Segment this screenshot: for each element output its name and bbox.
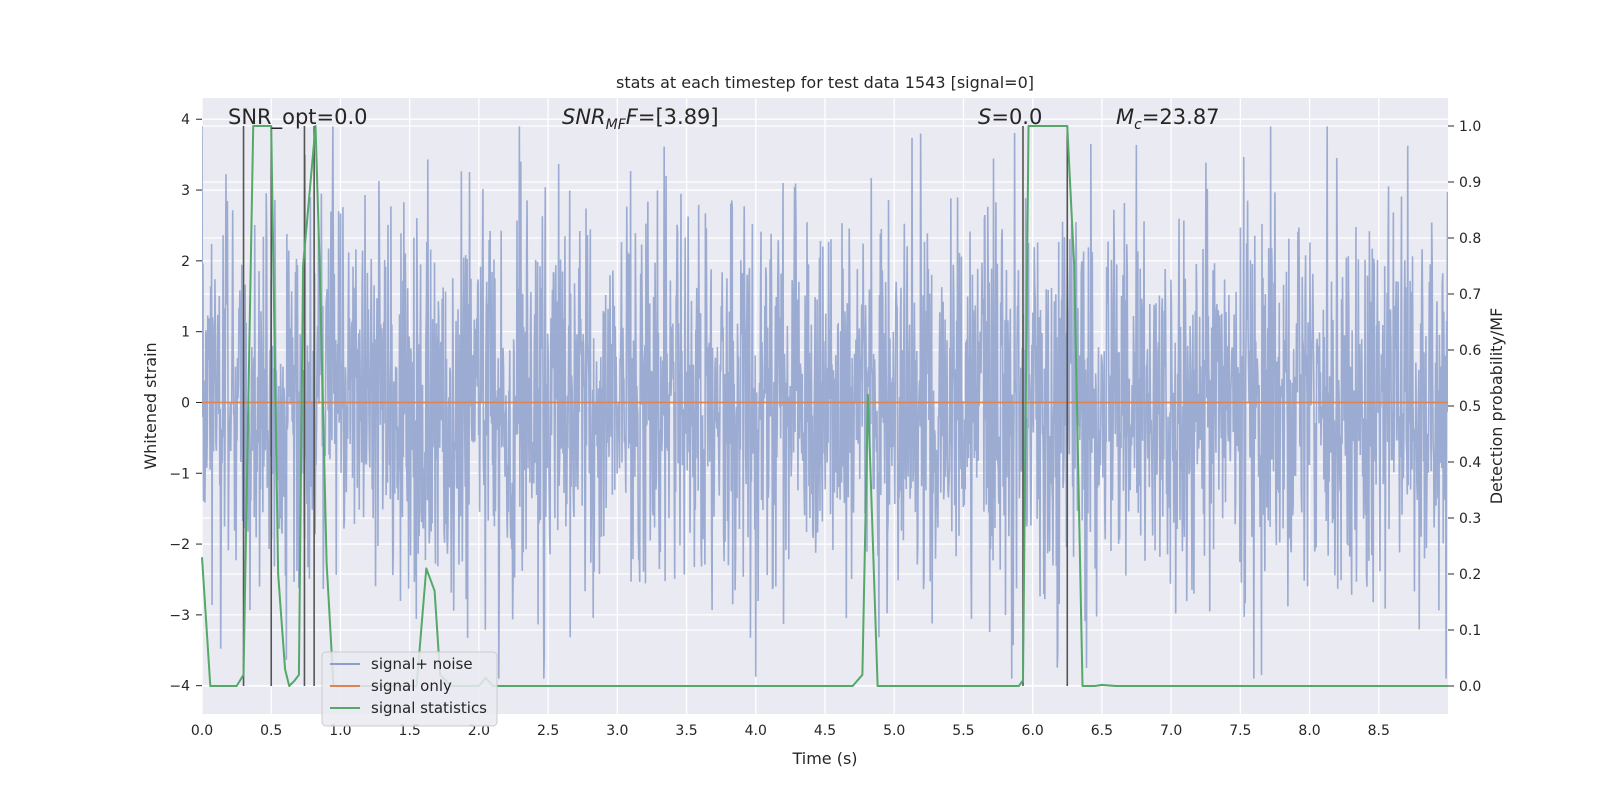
snr-mf-subscript: MF — [606, 117, 627, 133]
mc-annotation: Mc=23.87 — [1116, 105, 1220, 133]
y-left-tick-label: −2 — [169, 537, 190, 553]
y-right-tick-label: 0.6 — [1459, 343, 1481, 359]
y-left-tick-label: 3 — [181, 183, 190, 199]
s-value: =0.0 — [991, 105, 1042, 129]
x-tick-label: 2.0 — [468, 723, 490, 739]
mc-subscript: c — [1134, 117, 1142, 133]
x-axis-label: Time (s) — [791, 749, 857, 768]
y-axis-left-label: Whitened strain — [141, 342, 160, 469]
y-right-tick-label: 0.4 — [1459, 455, 1481, 471]
y-right-tick-label: 0.8 — [1459, 231, 1481, 247]
x-tick-label: 5.5 — [952, 723, 974, 739]
s-annotation: S=0.0 — [978, 105, 1042, 129]
x-tick-label: 8.0 — [1298, 723, 1320, 739]
y-left-tick-label: 1 — [181, 325, 190, 341]
mc-value: =23.87 — [1142, 105, 1220, 129]
s-prefix: S — [978, 105, 991, 129]
x-tick-label: 1.5 — [399, 723, 421, 739]
x-tick-label: 3.0 — [606, 723, 628, 739]
x-tick-label: 5.0 — [883, 723, 905, 739]
x-tick-label: 0.5 — [260, 723, 282, 739]
x-tick-label: 8.5 — [1368, 723, 1390, 739]
x-tick-label: 6.0 — [1022, 723, 1044, 739]
y-right-tick-label: 0.3 — [1459, 511, 1481, 527]
legend-box — [321, 651, 498, 727]
axis-ticks: 0.0 0.5 1.0 1.5 2.0 2.5 3.0 3.5 4.0 4.5 5.0 5.5 6.0 6… — [169, 112, 1481, 739]
y-right-tick-label: 0.1 — [1459, 623, 1481, 639]
y-left-tick-label: −3 — [169, 608, 190, 624]
signal-noise-series — [202, 126, 1448, 679]
y-left-tick-label: −4 — [169, 679, 190, 695]
y-right-tick-label: 0.7 — [1459, 287, 1481, 303]
legend-label-signal-noise: signal+ noise — [371, 655, 473, 673]
y-left-tick-label: 0 — [181, 395, 190, 411]
signal-noise-line — [202, 126, 1448, 679]
legend-label-signal-statistics: signal statistics — [371, 699, 487, 717]
x-tick-label: 1.0 — [329, 723, 351, 739]
y-right-tick-label: 0.2 — [1459, 567, 1481, 583]
snr-mf-annotation: SNRMFF=[3.89] — [562, 105, 719, 133]
y-right-tick-label: 0.9 — [1459, 175, 1481, 191]
snr-opt-annotation: SNR_opt=0.0 — [228, 105, 368, 130]
y-right-tick-label: 0.0 — [1459, 679, 1481, 695]
chart-title: stats at each timestep for test data 154… — [616, 73, 1034, 92]
snr-mf-prefix: SNR — [562, 105, 606, 129]
legend: signal+ noise signal only signal statist… — [321, 651, 498, 727]
mc-prefix: M — [1116, 105, 1134, 129]
x-tick-label: 4.5 — [814, 723, 836, 739]
x-tick-label: 2.5 — [537, 723, 559, 739]
y-left-tick-label: −1 — [169, 466, 190, 482]
y-left-tick-label: 4 — [181, 112, 190, 128]
snr-mf-value: =[3.89] — [638, 105, 719, 129]
x-tick-label: 7.0 — [1160, 723, 1182, 739]
snr-mf-f: F — [626, 105, 639, 129]
y-left-tick-label: 2 — [181, 254, 190, 270]
x-tick-label: 3.5 — [675, 723, 697, 739]
x-tick-label: 4.0 — [745, 723, 767, 739]
x-tick-label: 0.0 — [191, 723, 213, 739]
x-tick-label: 6.5 — [1091, 723, 1113, 739]
y-axis-right-label: Detection probability/MF — [1487, 308, 1506, 505]
y-right-tick-label: 0.5 — [1459, 399, 1481, 415]
x-tick-label: 7.5 — [1229, 723, 1251, 739]
y-right-tick-label: 1.0 — [1459, 119, 1481, 135]
legend-label-signal-only: signal only — [371, 677, 452, 695]
